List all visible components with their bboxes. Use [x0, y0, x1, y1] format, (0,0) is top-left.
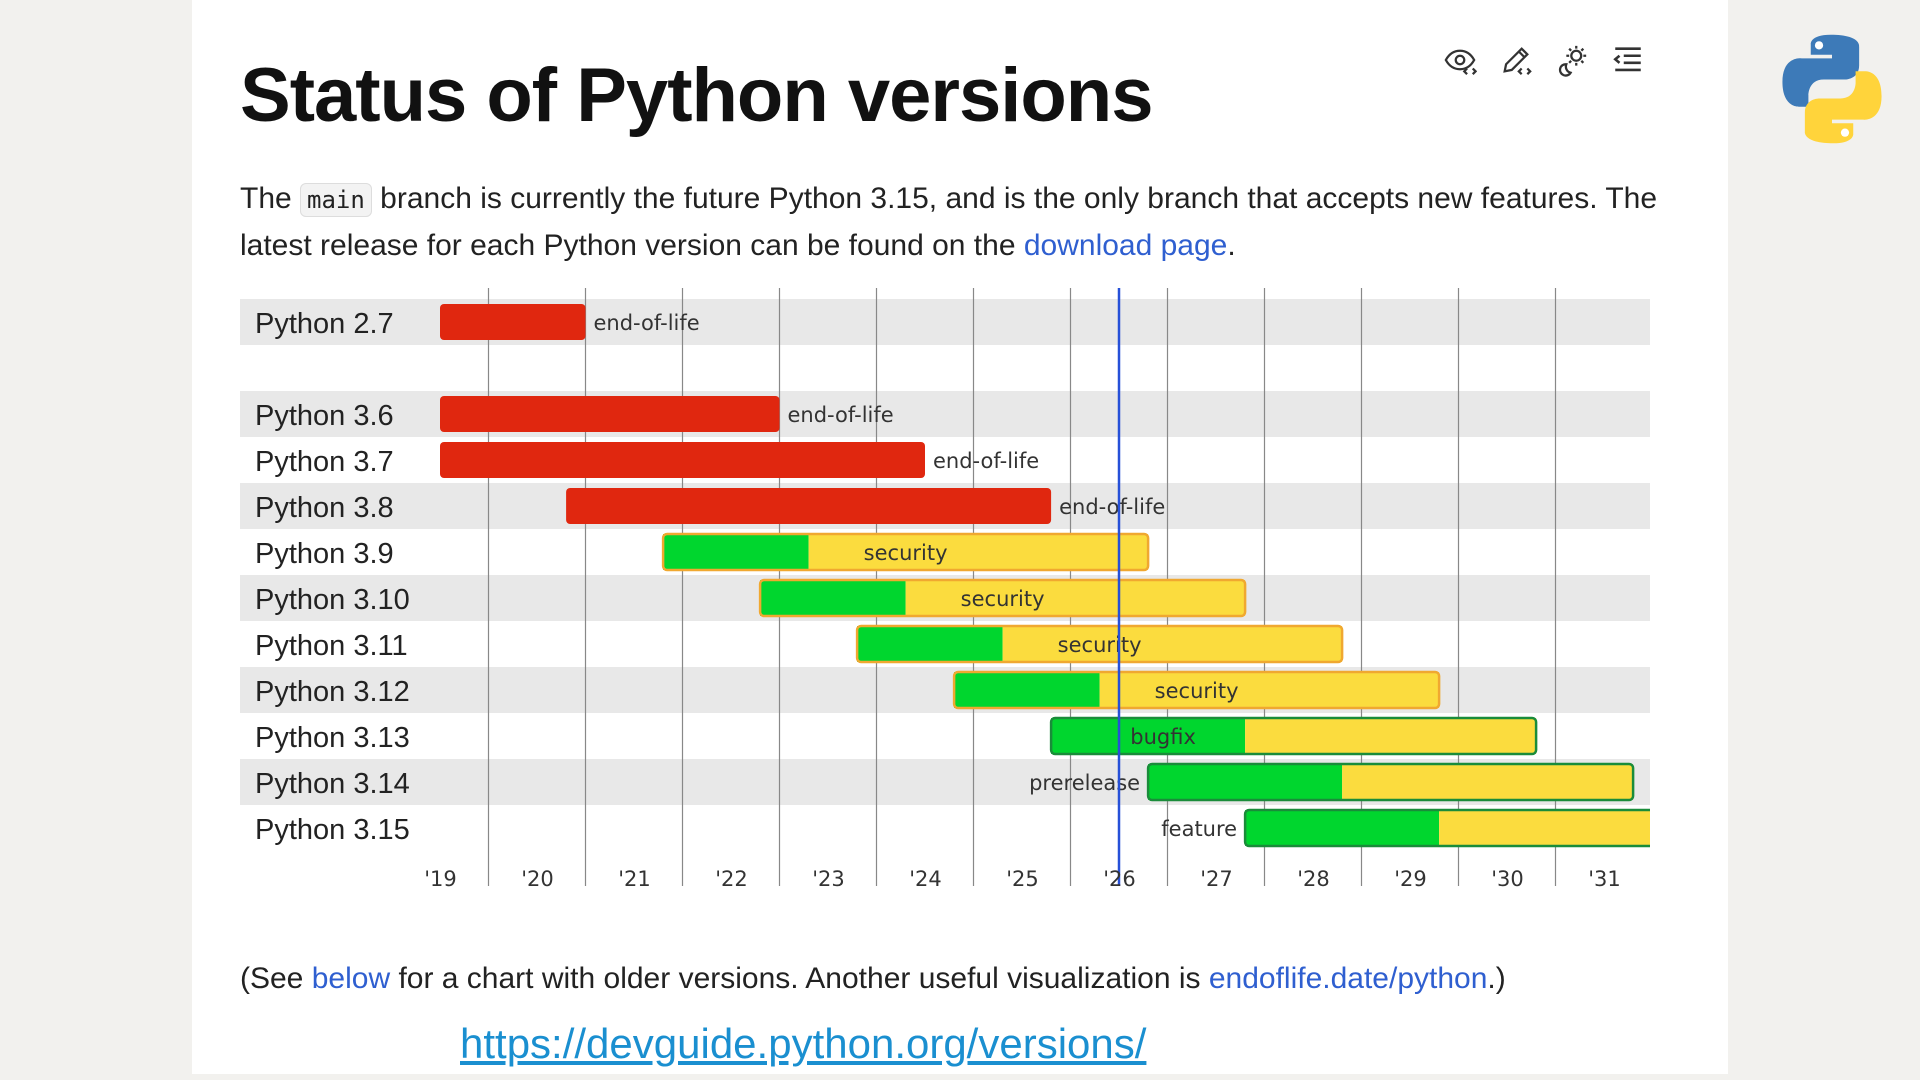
bugfix-segment: [954, 672, 1100, 708]
eol-bar: [566, 488, 1052, 524]
eol-bar: [440, 442, 925, 478]
status-label: end-of-life: [933, 449, 1039, 473]
status-label: feature: [1161, 817, 1237, 841]
version-label: Python 3.11: [255, 630, 408, 662]
security-segment: [1342, 764, 1634, 800]
x-tick-label: '29: [1394, 867, 1427, 891]
x-tick-label: '21: [618, 867, 651, 891]
edit-page-button[interactable]: [1498, 42, 1534, 78]
x-tick-label: '25: [1006, 867, 1039, 891]
x-tick-label: '22: [715, 867, 748, 891]
security-segment: [1002, 626, 1343, 662]
toc-toggle-button[interactable]: [1610, 42, 1646, 78]
intro-text: branch is currently the future Python 3.…: [240, 182, 1658, 262]
version-label: Python 3.9: [255, 538, 394, 570]
status-label: security: [864, 541, 948, 565]
x-tick-label: '19: [424, 867, 457, 891]
security-segment: [905, 580, 1246, 616]
bar-outline: [758, 578, 1247, 618]
bar-outline: [952, 670, 1441, 710]
bugfix-segment: [760, 580, 906, 616]
intro-text: The: [240, 182, 301, 215]
security-segment: [1099, 672, 1440, 708]
bar-outline: [661, 532, 1150, 572]
versions-gantt-chart: Python 2.7 end-of-life Python 3.6 end-of-li…: [240, 288, 1650, 891]
bar-outline: [1049, 716, 1538, 756]
bar-outline: [1146, 762, 1635, 802]
status-label: security: [961, 587, 1045, 611]
status-label: end-of-life: [788, 403, 894, 427]
theme-toggle-button[interactable]: [1554, 42, 1590, 78]
footer-text: (See: [240, 962, 312, 995]
x-tick-label: '30: [1491, 867, 1524, 891]
toc-menu-icon: [1613, 47, 1641, 72]
eol-bar: [440, 396, 780, 432]
status-label: end-of-life: [1059, 495, 1165, 519]
bugfix-segment: [1148, 764, 1343, 800]
docs-page: Status of Python versions: [192, 0, 1728, 1074]
page-toolbar: [1442, 42, 1646, 78]
status-label: security: [1058, 633, 1142, 657]
x-tick-label: '27: [1200, 867, 1233, 891]
version-label: Python 3.13: [255, 722, 410, 754]
bar-outline: [1243, 808, 1650, 848]
version-label: Python 2.7: [255, 308, 394, 340]
bugfix-segment: [1245, 810, 1440, 846]
download-page-link[interactable]: download page: [1023, 229, 1228, 262]
version-label: Python 3.8: [255, 492, 394, 524]
version-label: Python 3.12: [255, 676, 410, 708]
version-label: Python 3.14: [255, 768, 410, 800]
footer-note: (See below for a chart with older versio…: [240, 962, 1506, 996]
edit-icon: [1503, 47, 1532, 75]
x-tick-label: '26: [1103, 867, 1136, 891]
version-label: Python 3.6: [255, 400, 394, 432]
security-segment: [1245, 718, 1537, 754]
main-branch-code: main: [300, 183, 372, 217]
bugfix-segment: [663, 534, 809, 570]
eye-icon: [1444, 49, 1477, 75]
status-label: bugfix: [1130, 725, 1196, 749]
x-tick-label: '28: [1297, 867, 1330, 891]
version-label: Python 3.10: [255, 584, 410, 616]
page-title: Status of Python versions: [240, 53, 1153, 138]
view-source-button[interactable]: [1442, 42, 1478, 78]
endoflife-link[interactable]: endoflife.date/python: [1208, 962, 1488, 995]
status-label: security: [1155, 679, 1239, 703]
x-tick-label: '31: [1588, 867, 1621, 891]
theme-toggle-icon: [1558, 45, 1587, 77]
security-segment: [808, 534, 1149, 570]
x-tick-label: '23: [812, 867, 845, 891]
x-tick-label: '24: [909, 867, 942, 891]
footer-text: for a chart with older versions. Another…: [390, 962, 1209, 995]
version-label: Python 3.7: [255, 446, 394, 478]
intro-text: .: [1227, 229, 1236, 262]
bar-outline: [855, 624, 1344, 664]
python-logo: [1782, 34, 1882, 144]
bugfix-segment: [1051, 718, 1246, 754]
below-link[interactable]: below: [311, 962, 391, 995]
intro-paragraph: The main branch is currently the future …: [240, 176, 1660, 269]
status-label: prerelease: [1029, 771, 1140, 795]
security-segment: [1439, 810, 1650, 846]
x-tick-label: '20: [521, 867, 554, 891]
eol-bar: [440, 304, 586, 340]
footer-text: .): [1487, 962, 1506, 995]
bugfix-segment: [857, 626, 1003, 662]
version-label: Python 3.15: [255, 814, 410, 846]
status-label: end-of-life: [594, 311, 700, 335]
source-url-link[interactable]: https://devguide.python.org/versions/: [460, 1020, 1147, 1067]
